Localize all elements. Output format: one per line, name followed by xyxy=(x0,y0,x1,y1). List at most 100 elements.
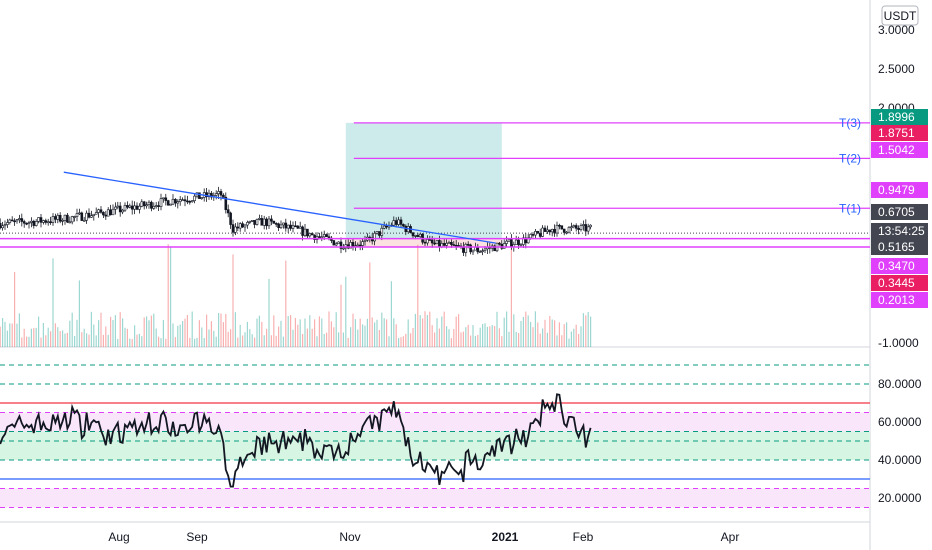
volume-bar xyxy=(563,324,565,347)
candle-body xyxy=(44,220,48,223)
volume-bar xyxy=(78,280,80,347)
candle-body xyxy=(548,229,552,233)
candle-body xyxy=(178,199,182,202)
candle-body xyxy=(560,225,564,230)
candle-body xyxy=(231,224,235,233)
candle-body xyxy=(243,224,247,228)
candle-body xyxy=(284,222,288,229)
volume-bar xyxy=(582,313,584,347)
volume-bar xyxy=(465,327,467,347)
volume-bar xyxy=(304,318,306,347)
volume-bar xyxy=(33,328,35,347)
volume-bar xyxy=(400,337,402,347)
volume-bar xyxy=(299,319,301,347)
candle-body xyxy=(332,240,336,246)
volume-bar xyxy=(28,336,30,347)
candle-body xyxy=(68,221,72,224)
volume-bar xyxy=(542,328,544,347)
volume-bar xyxy=(335,312,337,347)
candle-body xyxy=(322,234,326,238)
volume-bar xyxy=(282,336,284,347)
time-tick-label: 2021 xyxy=(492,530,519,544)
volume-bar xyxy=(155,328,157,347)
candle-body xyxy=(358,244,362,247)
volume-bar xyxy=(470,335,472,347)
rsi-tick-label: 20.0000 xyxy=(878,491,922,505)
price-badge xyxy=(871,258,928,274)
candle-body xyxy=(399,219,403,225)
candle-body xyxy=(426,239,429,244)
candle-body xyxy=(570,226,573,229)
volume-bar xyxy=(338,332,340,347)
volume-bar xyxy=(239,324,241,347)
volume-bar xyxy=(261,321,263,347)
volume-bar xyxy=(518,333,520,347)
volume-bar xyxy=(503,317,505,347)
candle-body xyxy=(51,216,55,223)
volume-bar xyxy=(585,315,587,347)
candle-body xyxy=(253,220,256,225)
volume-bar xyxy=(21,337,23,347)
volume-bar xyxy=(318,316,320,347)
volume-bar xyxy=(328,311,330,347)
volume-bar xyxy=(54,323,56,347)
candle-body xyxy=(92,213,96,216)
volume-bar xyxy=(366,318,368,347)
candle-body xyxy=(54,216,57,220)
candle-body xyxy=(150,201,153,209)
volume-bar xyxy=(186,315,188,347)
candle-body xyxy=(25,222,28,225)
volume-bar xyxy=(489,326,491,347)
price-badge-label: 1.8751 xyxy=(878,126,915,140)
volume-bar xyxy=(230,329,232,347)
candle-body xyxy=(416,235,420,237)
volume-bar xyxy=(50,331,52,347)
time-axis[interactable]: Aug Sep Nov 2021 Feb Apr xyxy=(0,521,870,544)
price-badge-label: 0.2013 xyxy=(878,293,915,307)
price-badge xyxy=(871,204,928,220)
long-position-tool[interactable] xyxy=(345,122,502,247)
volume-bar xyxy=(554,320,556,347)
volume-bar xyxy=(208,329,210,347)
candle-body xyxy=(20,218,24,222)
volume-bar xyxy=(76,319,78,347)
volume-bar xyxy=(388,336,390,347)
volume-bar xyxy=(167,244,169,347)
candle-body xyxy=(130,205,134,210)
candle-body xyxy=(282,222,285,226)
candle-body xyxy=(397,219,400,225)
candle-body xyxy=(32,220,36,226)
candle-body xyxy=(39,217,43,223)
target-zone xyxy=(345,122,502,239)
volume-bar xyxy=(66,332,68,347)
candle-body xyxy=(87,212,91,218)
volume-bar xyxy=(352,313,354,347)
candle-body xyxy=(296,225,300,229)
candle-body xyxy=(205,192,208,198)
currency-badge[interactable] xyxy=(881,5,919,26)
volume-bar xyxy=(0,326,1,347)
volume-bar xyxy=(213,330,215,347)
candle-body xyxy=(13,220,16,223)
volume-bar xyxy=(474,335,476,347)
candle-body xyxy=(356,244,360,247)
drawing-overlays[interactable]: T(1) T(2) T(3) xyxy=(0,116,870,248)
volume-bar xyxy=(206,314,208,347)
volume-bar xyxy=(69,320,71,347)
candle-body xyxy=(502,243,506,249)
volume-bar xyxy=(105,326,107,347)
volume-bar xyxy=(472,325,474,347)
candle-body xyxy=(303,228,307,236)
candle-body xyxy=(380,227,384,236)
candle-body xyxy=(75,213,79,217)
price-badge-label: 1.8996 xyxy=(878,110,915,124)
candle-body xyxy=(562,228,566,233)
candle-body xyxy=(294,225,297,228)
candle-body xyxy=(135,205,139,210)
volume-bar xyxy=(316,336,318,347)
volume-bar xyxy=(479,327,481,347)
rsi-pane xyxy=(0,364,870,508)
rsi-mid-band xyxy=(0,431,870,460)
volume-bar xyxy=(4,321,6,347)
